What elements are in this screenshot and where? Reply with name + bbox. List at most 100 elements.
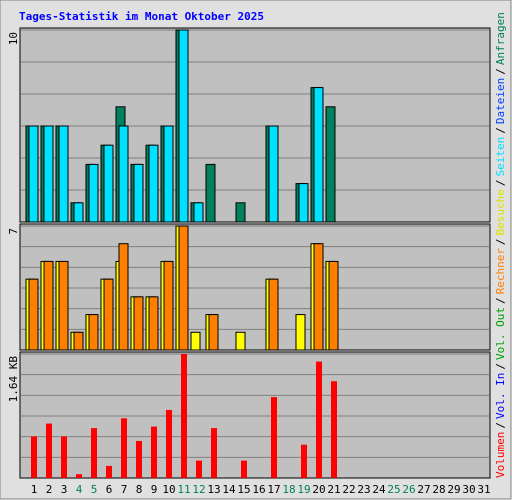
legend-separator: / <box>494 179 507 186</box>
x-tick-label: 28 <box>432 483 445 496</box>
legend-item: Vol. In <box>494 373 507 419</box>
legend-item: Seiten <box>494 137 507 177</box>
legend-separator: / <box>494 297 507 304</box>
bar <box>163 260 174 351</box>
legend-separator: / <box>494 363 507 370</box>
x-tick-label: 10 <box>162 483 175 496</box>
x-tick-label: 20 <box>312 483 325 496</box>
panel <box>19 351 491 479</box>
legend-separator: / <box>494 127 507 134</box>
bar <box>148 144 159 223</box>
x-tick-label: 22 <box>342 483 355 496</box>
bar <box>58 260 69 351</box>
bar <box>178 29 189 223</box>
bar <box>295 314 306 351</box>
x-tick-label: 26 <box>402 483 415 496</box>
x-tick-label: 15 <box>237 483 250 496</box>
y-tick-label: 1.64 KB <box>7 356 20 403</box>
bar <box>43 260 54 351</box>
x-tick-label: 17 <box>267 483 280 496</box>
bar <box>166 409 172 478</box>
x-tick-label: 27 <box>417 483 430 496</box>
x-tick-label: 11 <box>177 483 190 496</box>
x-tick-label: 29 <box>447 483 460 496</box>
x-tick-label: 18 <box>282 483 295 496</box>
bar <box>298 183 309 223</box>
legend-item: Volumen <box>494 432 507 478</box>
y-tick-label: 10 <box>7 32 20 45</box>
bar <box>118 125 129 223</box>
bar <box>103 278 114 351</box>
x-tick-label: 4 <box>76 483 83 496</box>
bar <box>181 354 187 478</box>
legend-separator: / <box>494 238 507 245</box>
bar <box>271 397 277 478</box>
bar <box>133 296 144 351</box>
bar <box>205 163 216 223</box>
x-tick-label: 8 <box>136 483 143 496</box>
x-tick-label: 13 <box>207 483 220 496</box>
x-tick-label: 6 <box>106 483 113 496</box>
bar <box>178 225 189 351</box>
bar <box>28 125 39 223</box>
x-tick-label: 19 <box>297 483 310 496</box>
legend-separator: / <box>494 422 507 429</box>
bar <box>106 465 112 478</box>
bar <box>103 144 114 223</box>
legend-item: Vol. Out <box>494 307 507 360</box>
x-tick-label: 31 <box>477 483 490 496</box>
legend-item: Besuche <box>494 189 507 235</box>
bar <box>211 428 217 478</box>
x-tick-label: 1 <box>31 483 38 496</box>
bar <box>241 460 247 478</box>
x-tick-label: 7 <box>121 483 128 496</box>
bar <box>46 423 52 478</box>
bar <box>133 163 144 223</box>
x-tick-label: 9 <box>151 483 158 496</box>
bar <box>43 125 54 223</box>
x-tick-label: 14 <box>222 483 236 496</box>
bar <box>76 474 82 478</box>
bar <box>73 331 84 351</box>
bar <box>31 436 37 478</box>
legend: Volumen / Vol. In / Vol. Out / Rechner / Besuche… <box>494 12 507 478</box>
bar <box>328 260 339 351</box>
bar <box>163 125 174 223</box>
bar <box>61 436 67 478</box>
bar <box>121 418 127 478</box>
bar <box>91 428 97 478</box>
bar <box>325 106 336 223</box>
x-tick-label: 2 <box>46 483 53 496</box>
bar <box>151 426 157 478</box>
bar <box>208 314 219 351</box>
x-tick-label: 12 <box>192 483 205 496</box>
bar <box>268 278 279 351</box>
x-tick-label: 5 <box>91 483 98 496</box>
x-tick-label: 3 <box>61 483 68 496</box>
bar <box>196 460 202 478</box>
legend-separator: / <box>494 68 507 75</box>
bar <box>301 444 307 478</box>
bar <box>190 331 201 351</box>
x-tick-label: 16 <box>252 483 265 496</box>
bar <box>88 314 99 351</box>
x-tick-label: 24 <box>372 483 386 496</box>
bar <box>331 381 337 478</box>
y-tick-label: 7 <box>7 228 20 235</box>
bar <box>88 163 99 223</box>
bar <box>148 296 159 351</box>
chart-title: Tages-Statistik im Monat Oktober 2025 <box>19 10 264 23</box>
bar <box>313 87 324 223</box>
legend-item: Rechner <box>494 248 507 295</box>
bar <box>28 278 39 351</box>
x-tick-label: 25 <box>387 483 400 496</box>
x-tick-label: 21 <box>327 483 340 496</box>
legend-item: Dateien <box>494 78 507 124</box>
bar <box>235 331 246 351</box>
bar <box>73 202 84 223</box>
bar <box>118 243 129 351</box>
bar <box>193 202 204 223</box>
legend-item: Anfragen <box>494 12 507 65</box>
bar <box>316 361 322 478</box>
